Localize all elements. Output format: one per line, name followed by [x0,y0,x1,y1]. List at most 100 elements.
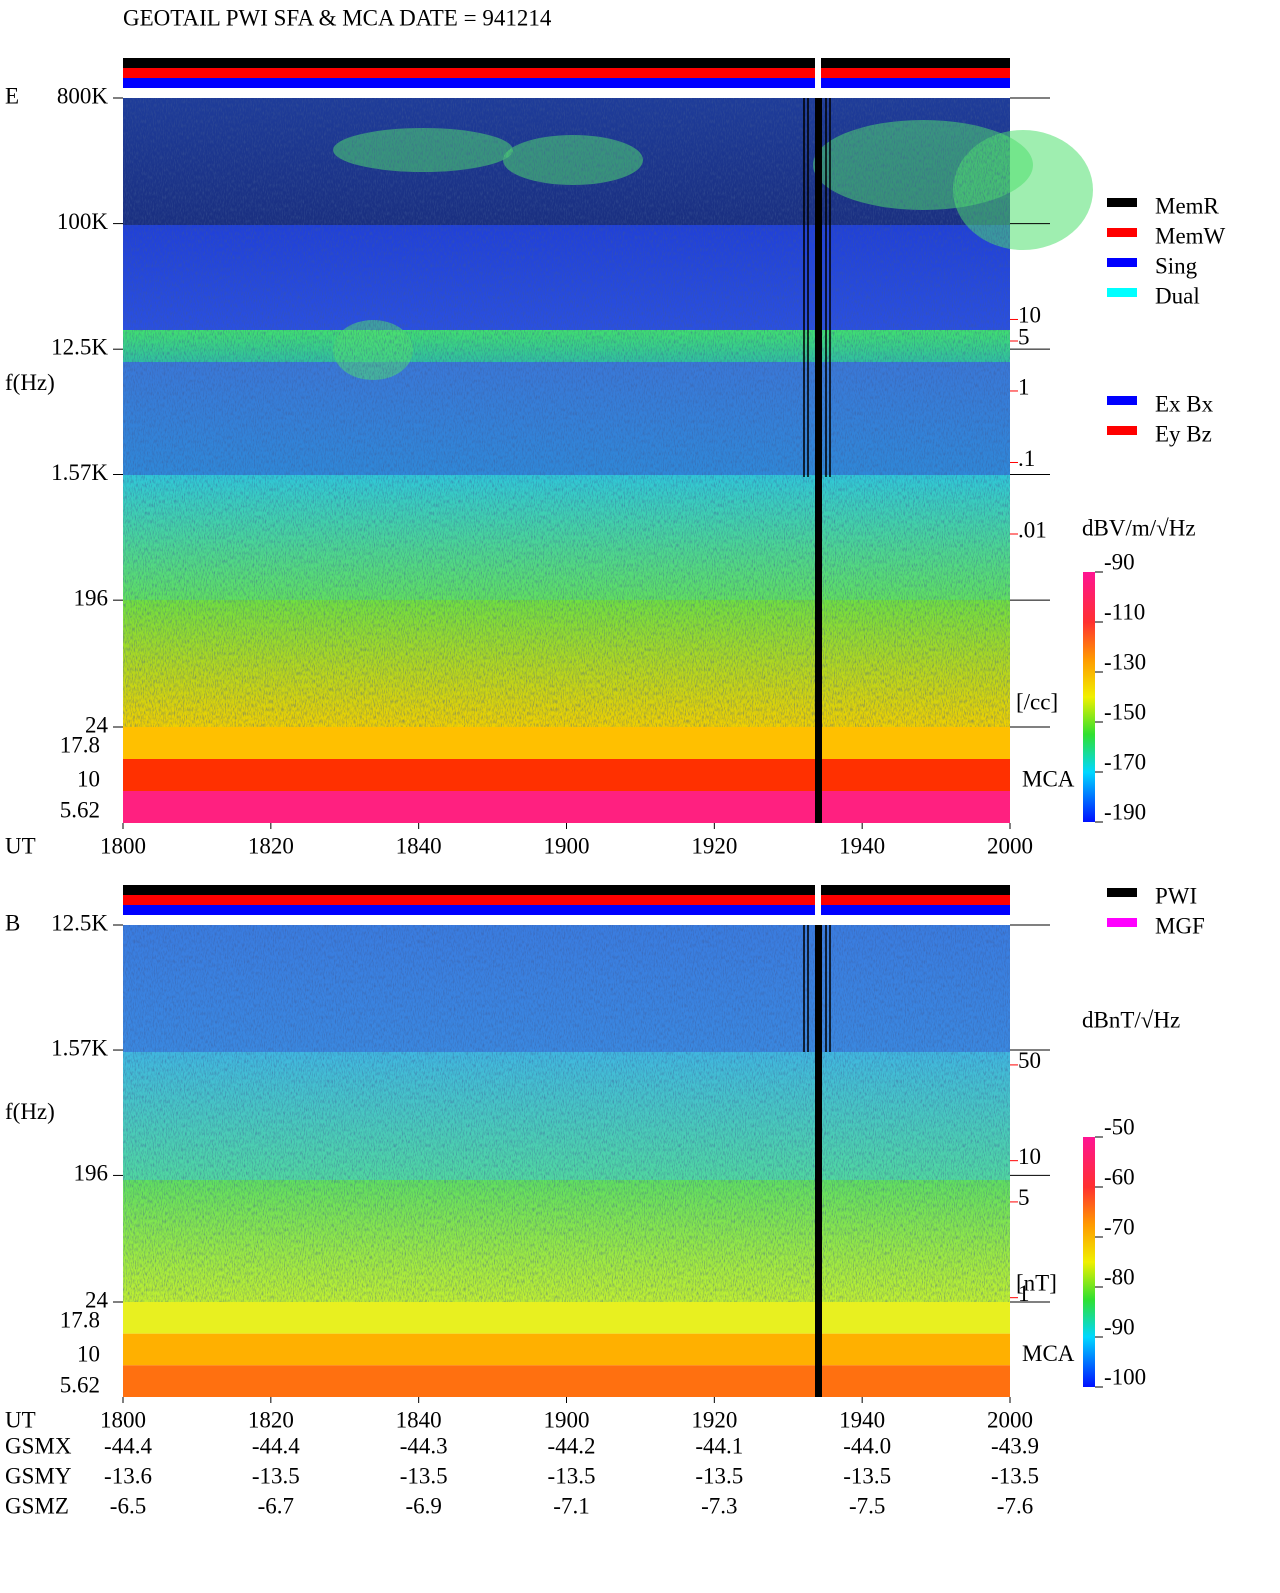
orbit-value: -44.2 [548,1433,596,1458]
legend-swatch [1107,426,1137,435]
orbit-label: GSMZ [5,1493,69,1518]
colorbar [1083,1137,1095,1387]
legend-swatch [1107,258,1137,267]
legend-label: MGF [1155,913,1205,938]
mca-band [123,791,1010,823]
y-tick-label: 12.5K [51,334,108,359]
status-gap [815,58,821,88]
colorbar-tick-label: -110 [1104,599,1145,624]
y-tick-label: 800K [57,83,109,108]
status-bar [123,68,1010,78]
x-tick-label: 1940 [839,1407,885,1432]
y2-tick-label: 10 [1018,303,1041,328]
mca-band [123,727,1010,759]
legend-label: PWI [1155,883,1197,908]
legend-label: Ey Bz [1155,421,1212,446]
noise [123,925,1010,1302]
legend-label: MemR [1155,193,1220,218]
y-tick-label: 196 [74,585,109,610]
y-tick-label: 100K [57,209,109,234]
mca-band [123,759,1010,791]
mca-channel-label: 5.62 [60,1372,100,1397]
orbit-value: -7.5 [849,1493,885,1518]
orbit-value: -6.7 [258,1493,294,1518]
x-tick-label: 1940 [839,833,885,858]
mca-channel-label: 10 [77,1341,100,1366]
legend-label: Dual [1155,283,1200,308]
y2-axis-label: [nT] [1016,1270,1057,1295]
orbit-label: GSMY [5,1463,72,1488]
status-bar [123,895,1010,905]
legend-label: MemW [1155,223,1226,248]
x-axis-label: UT [5,1407,36,1432]
orbit-value: -13.6 [104,1463,152,1488]
orbit-value: -44.1 [695,1433,743,1458]
colorbar-tick-label: -60 [1104,1164,1135,1189]
legend-swatch [1107,288,1137,297]
x-tick-label: 1920 [691,833,737,858]
legend-label: Sing [1155,253,1198,278]
y2-tick-label: 1 [1018,1281,1030,1306]
x-tick-label: 1920 [691,1407,737,1432]
y2-tick-label: 1 [1018,374,1030,399]
panel-label: E [5,83,19,108]
colorbar-tick-label: -190 [1104,799,1146,824]
status-bar [123,78,1010,88]
legend-swatch [1107,228,1137,237]
mca-channel-label: 17.8 [60,732,100,757]
orbit-value: -44.4 [252,1433,300,1458]
y2-axis-label: [/cc] [1016,689,1058,714]
orbit-value: -43.9 [991,1433,1039,1458]
mca-channel-label: 5.62 [60,797,100,822]
y-tick-label: 24 [85,712,109,737]
noise [123,98,1010,727]
colorbar-label: dBV/m/√Hz [1082,515,1196,540]
status-gap [815,885,821,915]
colorbar-tick-label: -100 [1104,1364,1146,1389]
legend-swatch [1107,918,1137,927]
x-axis-label: UT [5,833,36,858]
colorbar-tick-label: -90 [1104,1314,1135,1339]
colorbar-tick-label: -170 [1104,749,1146,774]
x-tick-label: 1800 [100,1407,146,1432]
y2-tick-label: .01 [1018,517,1047,542]
orbit-value: -7.1 [553,1493,589,1518]
panel-label: B [5,910,20,935]
y2-tick-label: 50 [1018,1048,1041,1073]
mca-label: MCA [1022,766,1075,791]
status-bar [123,905,1010,915]
y-axis-label: f(Hz) [5,370,55,395]
orbit-value: -13.5 [400,1463,448,1488]
colorbar-label: dBnT/√Hz [1082,1007,1180,1032]
colorbar-tick-label: -50 [1104,1114,1135,1139]
orbit-value: -44.4 [104,1433,152,1458]
mca-band [123,1333,1010,1366]
legend-label: Ex Bx [1155,391,1214,416]
y2-tick-label: 5 [1018,324,1030,349]
orbit-value: -6.5 [110,1493,146,1518]
legend-swatch [1107,198,1137,207]
y-axis-label: f(Hz) [5,1099,55,1124]
y-tick-label: 1.57K [51,1035,108,1060]
x-tick-label: 1840 [396,833,442,858]
mca-channel-label: 17.8 [60,1307,100,1332]
orbit-value: -44.3 [400,1433,448,1458]
x-tick-label: 1800 [100,833,146,858]
x-tick-label: 2000 [987,833,1033,858]
orbit-value: -13.5 [991,1463,1039,1488]
y2-tick-label: 10 [1018,1144,1041,1169]
y-tick-label: 1.57K [51,460,108,485]
orbit-value: -13.5 [252,1463,300,1488]
colorbar-tick-label: -130 [1104,649,1146,674]
colorbar-tick-label: -80 [1104,1264,1135,1289]
mca-band [123,1302,1010,1334]
orbit-value: -13.5 [548,1463,596,1488]
colorbar [1083,572,1095,822]
status-bar [123,885,1010,895]
x-tick-label: 1820 [248,833,294,858]
chart-title: GEOTAIL PWI SFA & MCA DATE = 941214 [123,5,552,30]
colorbar-tick-label: -150 [1104,699,1146,724]
x-tick-label: 1900 [544,833,590,858]
y2-tick-label: .1 [1018,446,1035,471]
